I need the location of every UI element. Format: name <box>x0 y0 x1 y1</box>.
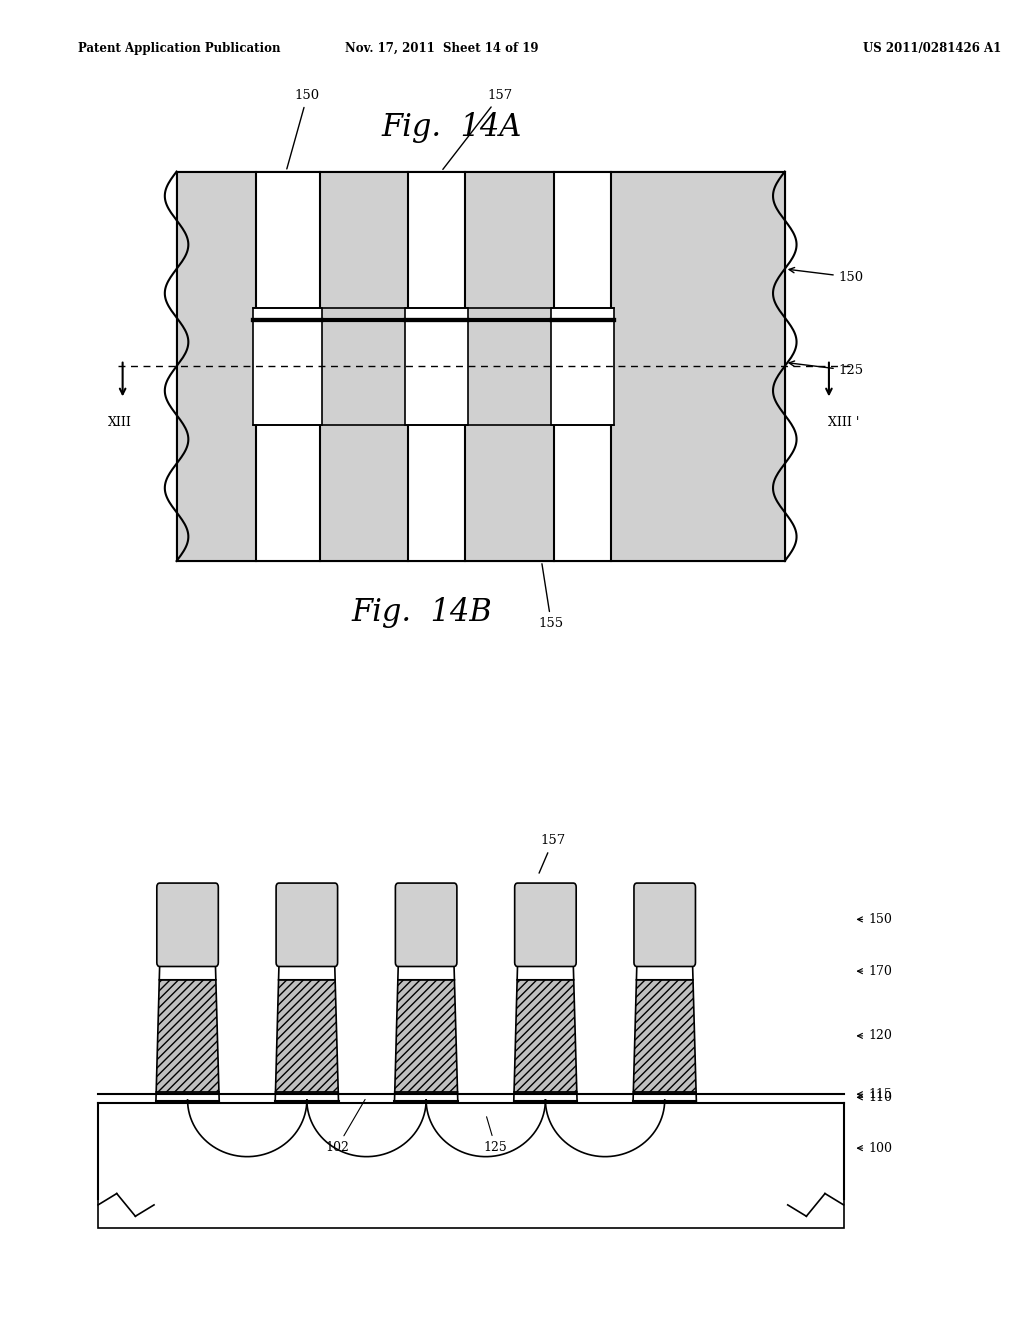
Text: Fig.  14A: Fig. 14A <box>381 112 521 143</box>
FancyBboxPatch shape <box>395 883 457 966</box>
Text: 150: 150 <box>857 913 892 925</box>
Bar <box>466 172 554 561</box>
Polygon shape <box>157 979 219 1092</box>
Text: XIII: XIII <box>108 417 132 429</box>
Text: 125: 125 <box>483 1117 508 1154</box>
Text: XIII ': XIII ' <box>828 417 859 429</box>
Bar <box>706 172 784 561</box>
Bar <box>404 308 468 425</box>
Text: US 2011/0281426 A1: US 2011/0281426 A1 <box>863 42 1001 55</box>
Bar <box>551 308 614 425</box>
Text: 170: 170 <box>857 965 892 978</box>
Polygon shape <box>160 962 216 979</box>
Text: 115: 115 <box>857 1088 892 1101</box>
Polygon shape <box>633 1092 696 1102</box>
Bar <box>176 172 784 561</box>
Polygon shape <box>517 962 573 979</box>
Bar <box>98 1102 844 1228</box>
Text: Patent Application Publication: Patent Application Publication <box>79 42 281 55</box>
Polygon shape <box>514 979 577 1092</box>
Polygon shape <box>279 962 335 979</box>
Polygon shape <box>275 1092 339 1102</box>
Bar <box>319 172 408 561</box>
Polygon shape <box>156 1092 219 1102</box>
Bar <box>253 308 323 425</box>
Text: 155: 155 <box>539 564 564 630</box>
Text: 125: 125 <box>790 360 864 378</box>
Polygon shape <box>394 1092 458 1102</box>
FancyBboxPatch shape <box>515 883 577 966</box>
Bar <box>408 172 466 561</box>
Text: Fig.  14B: Fig. 14B <box>351 597 493 627</box>
Bar <box>611 172 706 561</box>
Text: 150: 150 <box>790 268 864 284</box>
Polygon shape <box>398 962 455 979</box>
Text: 150: 150 <box>287 88 319 169</box>
Polygon shape <box>394 979 458 1092</box>
Text: 100: 100 <box>857 1142 892 1155</box>
Bar <box>554 172 611 561</box>
Text: 157: 157 <box>442 88 513 169</box>
Text: 110: 110 <box>857 1090 892 1104</box>
Polygon shape <box>637 962 693 979</box>
FancyBboxPatch shape <box>634 883 695 966</box>
FancyBboxPatch shape <box>276 883 338 966</box>
FancyBboxPatch shape <box>157 883 218 966</box>
Bar <box>176 172 784 561</box>
Polygon shape <box>633 979 696 1092</box>
Text: Nov. 17, 2011  Sheet 14 of 19: Nov. 17, 2011 Sheet 14 of 19 <box>345 42 539 55</box>
Text: 120: 120 <box>857 1030 892 1043</box>
Bar <box>176 172 256 561</box>
Bar <box>256 172 319 561</box>
Text: 102: 102 <box>326 1100 366 1154</box>
Polygon shape <box>275 979 338 1092</box>
Polygon shape <box>514 1092 578 1102</box>
Text: 157: 157 <box>539 834 565 873</box>
